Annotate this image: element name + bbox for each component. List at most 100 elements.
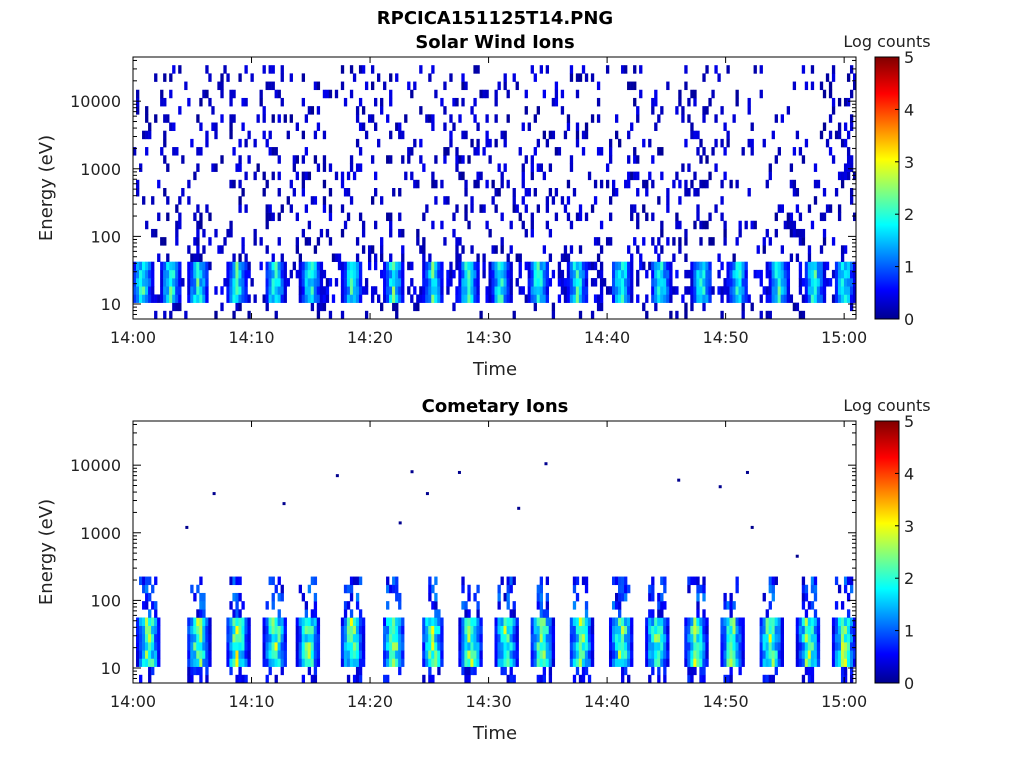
heatmap-cell <box>569 294 574 303</box>
heatmap-cell <box>407 147 411 156</box>
heatmap-cell <box>476 171 480 181</box>
heatmap-cell <box>389 633 393 643</box>
heatmap-cell <box>247 130 251 140</box>
y-tick-label: 100 <box>90 227 121 246</box>
heatmap-cell <box>202 294 206 303</box>
heatmap-cell <box>663 278 667 287</box>
heatmap-cell <box>837 642 842 651</box>
heatmap-cell <box>518 286 522 295</box>
heatmap-cell <box>458 253 462 262</box>
heatmap-cell <box>633 65 637 74</box>
heatmap-cell <box>223 237 227 246</box>
heatmap-cell <box>548 188 553 197</box>
heatmap-cell <box>566 196 571 205</box>
heatmap-cell <box>304 294 309 303</box>
heatmap-cell <box>349 576 354 586</box>
heatmap-cell <box>160 237 164 246</box>
heatmap-cell <box>220 155 224 164</box>
heatmap-cell <box>401 642 405 651</box>
heatmap-cell <box>840 642 845 651</box>
heatmap-cell <box>392 584 396 594</box>
heatmap-cell <box>244 97 248 107</box>
heatmap-cell <box>705 650 709 659</box>
heatmap-cell <box>349 658 354 667</box>
heatmap-cell <box>777 147 781 156</box>
heatmap-cell <box>774 576 778 586</box>
heatmap-cell <box>425 625 429 635</box>
heatmap-cell <box>458 650 462 659</box>
heatmap-cell <box>187 97 191 107</box>
heatmap-cell <box>578 261 583 271</box>
heatmap-cell <box>187 625 191 635</box>
heatmap-cell <box>714 163 718 172</box>
heatmap-cell <box>804 286 809 295</box>
heatmap-cell <box>804 666 809 676</box>
heatmap-cell <box>232 650 236 659</box>
heatmap-cell <box>488 278 492 287</box>
heatmap-cell <box>726 625 730 635</box>
heatmap-cell <box>584 658 589 667</box>
heatmap-cell <box>581 650 586 659</box>
heatmap-cell <box>452 97 456 107</box>
heatmap-cell <box>729 294 733 303</box>
heatmap-cell <box>440 617 444 626</box>
heatmap-cell <box>675 212 679 222</box>
heatmap-cell <box>813 658 818 667</box>
heatmap-cell <box>548 642 553 651</box>
heatmap-cell <box>476 65 480 74</box>
heatmap-cell <box>401 617 405 626</box>
heatmap-cell <box>636 294 640 303</box>
heatmap-cell <box>479 642 483 651</box>
heatmap-cell <box>349 286 354 295</box>
heatmap-cell <box>199 592 203 602</box>
heatmap-cell <box>377 73 381 82</box>
heatmap-cell <box>208 642 212 651</box>
heatmap-cell <box>819 245 824 254</box>
heatmap-cell <box>295 633 299 643</box>
heatmap-cell <box>524 106 528 115</box>
cometary-title: Cometary Ions <box>422 396 569 417</box>
x-tick-label: 14:40 <box>584 328 630 347</box>
heatmap-cell <box>271 642 275 651</box>
heatmap-cell <box>663 658 667 667</box>
y-tick-label: 10 <box>101 295 121 314</box>
heatmap-cell <box>160 261 164 271</box>
heatmap-cell <box>687 114 691 123</box>
heatmap-cell <box>509 294 513 303</box>
heatmap-cell <box>142 617 146 626</box>
heatmap-cell <box>801 674 806 684</box>
heatmap-cell <box>509 666 513 676</box>
heatmap-cell <box>145 269 149 279</box>
heatmap-cell <box>229 89 233 99</box>
heatmap-cell <box>383 278 387 287</box>
heatmap-cell <box>313 609 318 618</box>
heatmap-cell <box>774 666 778 676</box>
heatmap-cell <box>771 576 775 586</box>
heatmap-cell <box>660 294 664 303</box>
heatmap-cell <box>343 584 348 594</box>
heatmap-cell <box>762 625 766 635</box>
heatmap-cell <box>325 89 330 99</box>
heatmap-cell <box>554 188 559 197</box>
heatmap-cell <box>732 114 736 123</box>
heatmap-cell <box>274 650 278 659</box>
heatmap-cell <box>461 576 465 586</box>
heatmap-cell <box>398 269 402 279</box>
heatmap-cell <box>687 666 691 676</box>
heatmap-cell <box>355 278 360 287</box>
heatmap-cell <box>431 179 435 189</box>
heatmap-cell <box>304 114 309 123</box>
heatmap-cell <box>476 138 480 148</box>
heatmap-cell <box>810 625 815 635</box>
heatmap-cell <box>723 633 727 643</box>
heatmap-cell <box>651 212 655 222</box>
heatmap-cell <box>551 196 556 205</box>
heatmap-cell <box>735 89 739 99</box>
heatmap-cell <box>837 658 842 667</box>
heatmap-cell <box>611 601 616 610</box>
heatmap-cell <box>301 650 306 659</box>
heatmap-cell <box>684 269 688 279</box>
heatmap-cell <box>572 278 577 287</box>
heatmap-cell <box>825 278 830 287</box>
heatmap-cell <box>449 261 453 271</box>
